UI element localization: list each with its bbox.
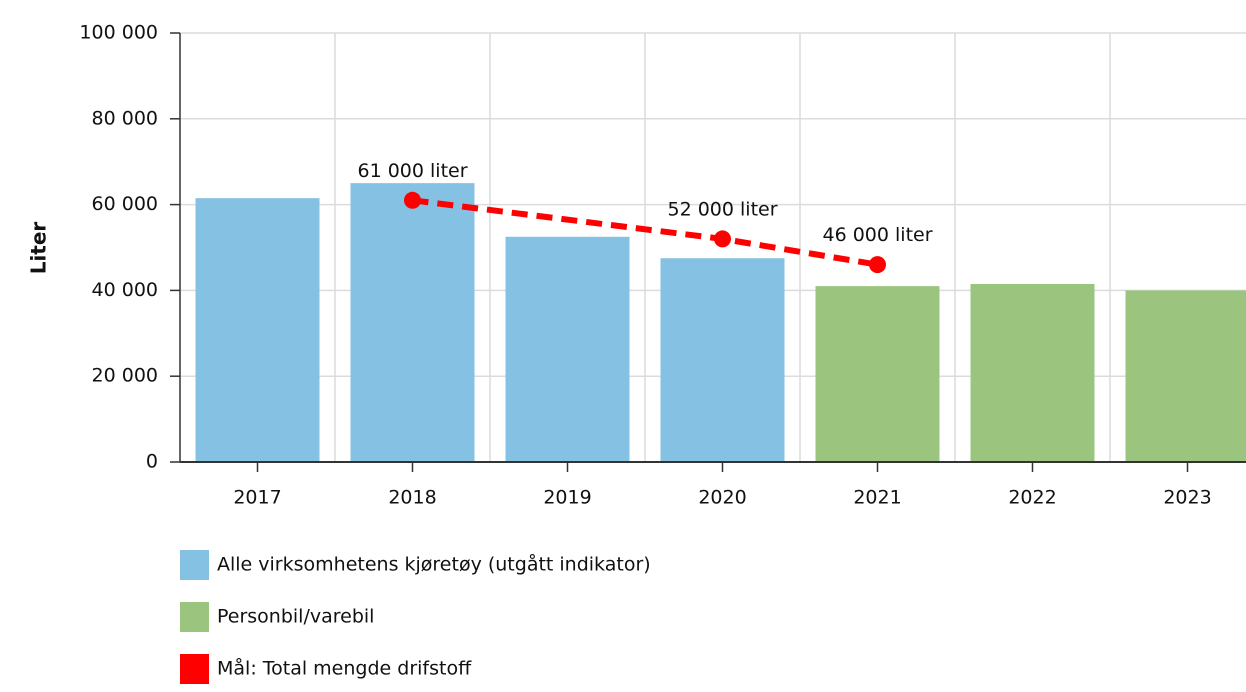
x-tick-label: 2018	[388, 487, 436, 509]
data-label: 46 000 liter	[822, 224, 932, 246]
legend-swatch	[180, 654, 209, 684]
y-tick-label: 20 000	[92, 365, 158, 387]
x-tick-label: 2020	[698, 487, 746, 509]
y-tick-label: 40 000	[92, 279, 158, 301]
bar	[661, 258, 785, 462]
bar	[506, 237, 630, 462]
bar	[971, 284, 1095, 462]
bar	[351, 183, 475, 462]
y-tick-label: 100 000	[79, 22, 158, 44]
x-tick-label: 2023	[1163, 487, 1211, 509]
y-tick-label: 60 000	[92, 193, 158, 215]
y-tick-label: 0	[146, 451, 158, 473]
legend-swatch	[180, 550, 209, 580]
legend-swatch	[180, 602, 209, 632]
x-tick-label: 2019	[543, 487, 591, 509]
data-label: 61 000 liter	[357, 160, 467, 182]
x-tick-label: 2017	[233, 487, 281, 509]
x-tick-label: 2021	[853, 487, 901, 509]
target-point	[404, 192, 421, 209]
bar	[1126, 290, 1246, 462]
data-label: 52 000 liter	[667, 198, 777, 220]
legend-label: Personbil/varebil	[217, 606, 374, 628]
target-point	[869, 256, 886, 273]
target-point	[714, 230, 731, 247]
y-tick-label: 80 000	[92, 107, 158, 129]
legend-label: Alle virksomhetens kjøretøy (utgått indi…	[217, 553, 651, 576]
bar	[196, 198, 320, 462]
bar	[816, 286, 940, 462]
y-axis-label: Liter	[27, 222, 51, 275]
legend-label: Mål: Total mengde drifstoff	[217, 657, 472, 680]
x-tick-label: 2022	[1008, 487, 1056, 509]
